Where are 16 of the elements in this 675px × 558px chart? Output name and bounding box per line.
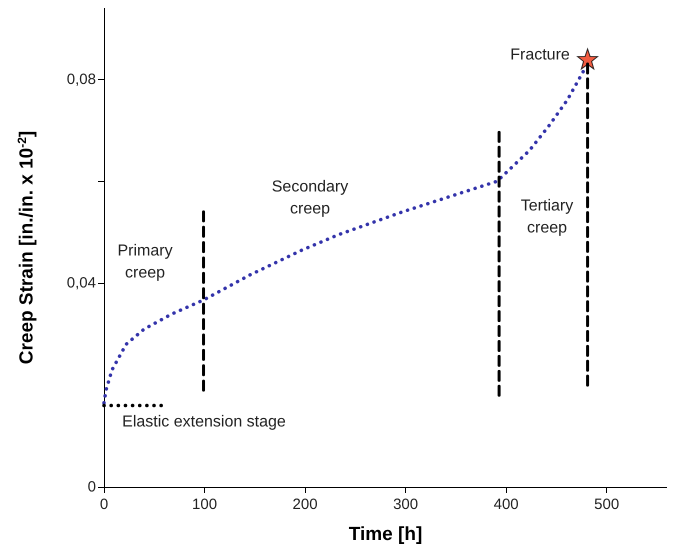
- annotation: Primary creep: [117, 242, 173, 282]
- x-tick-label: 400: [494, 496, 519, 513]
- y-tick-label: 0: [88, 478, 96, 496]
- x-tick-label: 300: [393, 496, 418, 513]
- y-tick-label: 0,08: [66, 70, 96, 88]
- annotation: Elastic extension stage: [122, 414, 286, 430]
- x-axis-title: Time [h]: [348, 524, 422, 545]
- x-tick-label: 0: [100, 496, 108, 513]
- annotation: Fracture: [510, 46, 570, 64]
- x-tick-label: 500: [594, 496, 620, 513]
- annotation: Secondary creep: [272, 178, 348, 218]
- y-axis-title: Creep Strain [in./in. x 10-2]: [15, 130, 38, 364]
- annotation: Tertiary creep: [520, 198, 574, 236]
- x-tick-label: 100: [192, 496, 218, 513]
- y-tick-label: 0,04: [66, 274, 96, 292]
- x-tick-label: 200: [292, 496, 318, 513]
